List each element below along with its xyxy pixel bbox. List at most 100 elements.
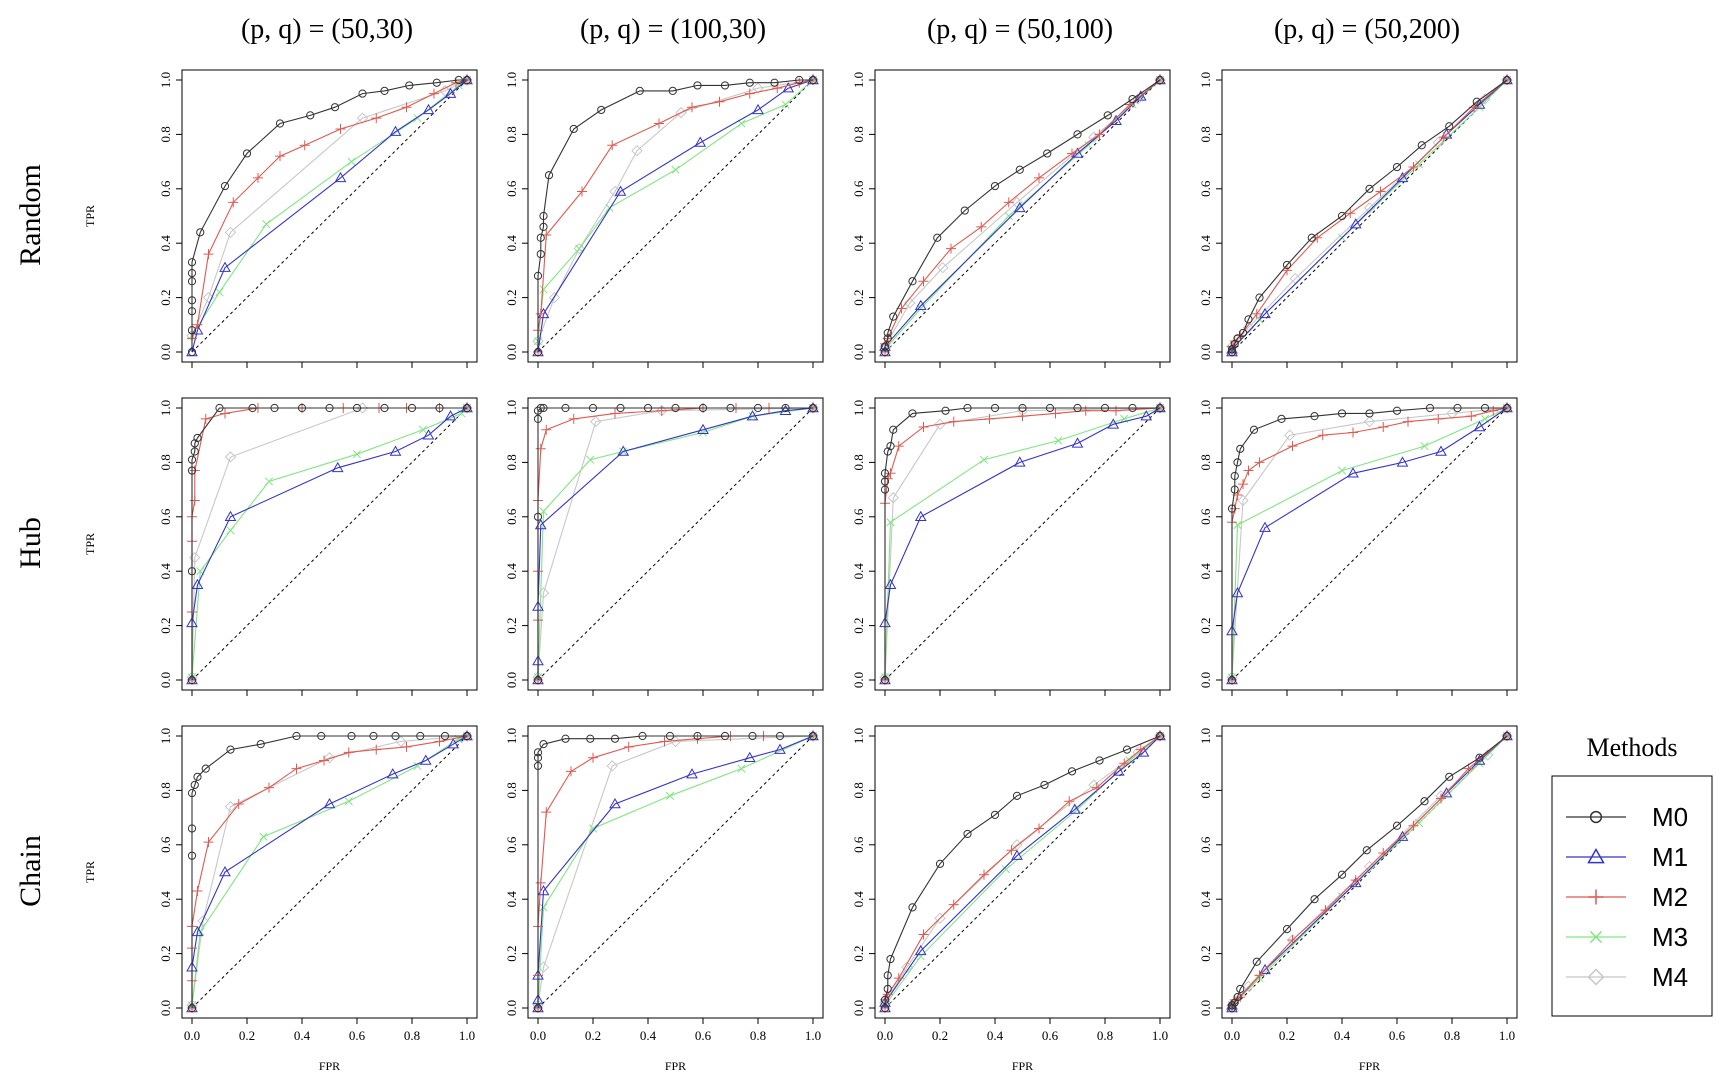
y-tick-label: 0.6: [851, 180, 866, 197]
data-point-m0: [1337, 409, 1347, 418]
series-line-m3: [884, 735, 1161, 1006]
data-point-m3: [539, 285, 548, 294]
legend-items: M0 M1 M2 M3 M4: [1566, 802, 1688, 992]
diagonal-reference: [1231, 79, 1508, 353]
data-point-m0: [775, 731, 785, 741]
data-point-m0: [1230, 471, 1239, 481]
series-m0: [187, 75, 472, 357]
data-point-m1: [1071, 437, 1084, 448]
data-point-m0: [533, 675, 543, 685]
panel-chain-3: 0.0 0.2 0.4 0.6 0.8 1.0 0.0 0.2 0.4 0.6 0.8 1.0 FPR: [851, 725, 1171, 1073]
data-point-m0: [539, 222, 548, 231]
data-point-m4: [934, 912, 946, 924]
data-point-m2: [744, 88, 755, 99]
data-point-m2: [319, 755, 329, 766]
data-point-m1: [782, 82, 795, 93]
y-tick-label: 1.0: [851, 400, 866, 416]
data-point-m2: [1403, 416, 1413, 427]
panel-frame: [1221, 725, 1518, 1019]
y-tick-label: 0.2: [504, 617, 519, 633]
data-point-m0: [1392, 406, 1402, 415]
data-point-m4: [189, 551, 201, 564]
data-point-m0: [960, 206, 969, 215]
y-tick-label: 0.8: [851, 454, 866, 470]
data-point-m1: [386, 768, 399, 779]
y-axis-label: TPR: [83, 861, 97, 883]
data-point-m2: [893, 441, 904, 452]
legend-marker: [1588, 889, 1604, 905]
data-point-m2: [1243, 465, 1254, 476]
legend-marker: [1587, 847, 1605, 864]
series-m0: [1227, 731, 1512, 1013]
series-line-m0: [1231, 79, 1508, 352]
data-point-m1: [1259, 963, 1271, 975]
data-point-m1: [752, 103, 764, 115]
data-point-m1: [422, 103, 435, 115]
data-point-m0: [908, 903, 917, 912]
data-point-m2: [1378, 847, 1389, 858]
data-point-m0: [883, 328, 892, 338]
x-tick-label: 0.8: [750, 1028, 766, 1043]
data-point-m2: [429, 88, 439, 99]
data-point-m2: [1238, 479, 1248, 490]
y-tick-label: 0.8: [158, 454, 173, 470]
x-tick-label: 0.6: [695, 1028, 712, 1043]
panel-chain-4: 0.0 0.2 0.4 0.6 0.8 1.0 0.0 0.2 0.4 0.6 0.8 1.0 FPR: [1198, 725, 1518, 1073]
y-tick-label: 0.4: [851, 563, 866, 580]
data-point-m0: [533, 1003, 543, 1013]
data-point-m0: [270, 403, 279, 413]
x-tick-label: 1.0: [805, 1028, 821, 1043]
data-point-m0: [1233, 458, 1242, 467]
data-point-m0: [1445, 122, 1454, 131]
data-point-m3: [226, 526, 235, 535]
series-m0: [1227, 75, 1512, 357]
data-point-m0: [369, 731, 378, 741]
panel-hub-4: 0.0 0.2 0.4 0.6 0.8 1.0: [1198, 397, 1518, 696]
y-tick-label: 0.0: [1198, 1000, 1213, 1016]
x-axis-label: FPR: [665, 1059, 686, 1073]
y-tick-label: 0.0: [504, 344, 519, 360]
data-point-m3: [781, 100, 790, 109]
data-point-m0: [1227, 675, 1237, 685]
series-m0: [533, 403, 818, 685]
x-tick-label: 0.6: [349, 1028, 366, 1043]
data-point-m4: [573, 242, 585, 255]
data-point-m2: [1408, 162, 1419, 173]
data-point-m0: [1425, 403, 1435, 413]
data-point-m0: [886, 954, 895, 964]
data-point-m4: [1284, 429, 1296, 441]
data-point-m0: [883, 971, 892, 980]
data-point-m2: [220, 408, 230, 419]
data-point-m2: [885, 468, 896, 479]
series-line-m1: [191, 79, 468, 353]
data-point-m0: [1445, 772, 1454, 781]
data-point-m2: [1408, 820, 1419, 831]
data-point-m2: [656, 405, 667, 416]
y-tick-label: 1.0: [504, 728, 519, 744]
y-tick-label: 0.2: [504, 289, 519, 305]
y-axis-label: TPR: [83, 533, 97, 555]
data-point-m0: [880, 477, 890, 486]
data-point-m2: [566, 766, 576, 777]
diagonal-reference: [884, 407, 1161, 681]
data-point-m0: [1282, 260, 1292, 270]
data-point-m0: [1128, 94, 1137, 104]
data-point-m2: [275, 151, 285, 162]
data-point-m2: [794, 77, 805, 88]
data-point-m3: [886, 518, 895, 527]
data-point-m1: [914, 944, 927, 956]
data-point-m0: [597, 105, 606, 115]
data-point-m3: [1001, 865, 1011, 874]
data-point-m0: [248, 403, 257, 413]
series-line-m1: [884, 407, 1161, 680]
data-point-m1: [331, 461, 344, 473]
data-point-m1: [191, 925, 204, 937]
data-point-m1: [1396, 830, 1409, 841]
legend-title: Methods: [1587, 733, 1678, 762]
data-point-m3: [737, 764, 746, 773]
data-point-m0: [391, 731, 400, 741]
data-point-m0: [668, 86, 677, 95]
panel-random-1: 0.0 0.2 0.4 0.6 0.8 1.0 TPR: [83, 69, 478, 368]
y-tick-label: 0.8: [504, 454, 519, 470]
